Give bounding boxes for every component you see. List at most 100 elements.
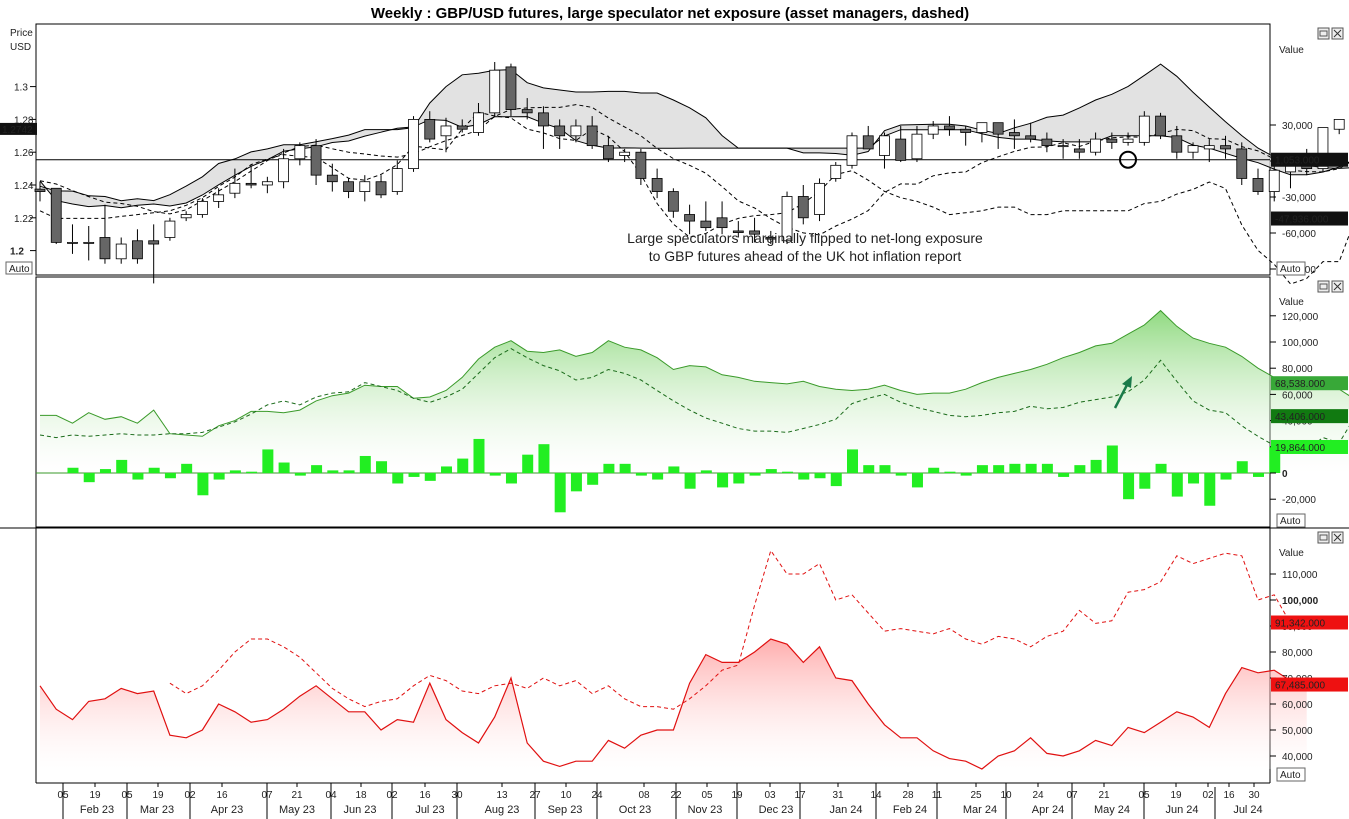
current-price-label: 1.2742 [2,125,33,136]
weekly-change-bar [505,473,517,484]
candle [148,224,160,284]
weekly-change-bar [197,473,209,496]
candle-body [67,241,78,244]
long-panel: 120,000100,00080,00060,00040,00020,0000-… [36,309,1349,513]
restore-icon[interactable] [1317,27,1330,40]
candle [911,125,923,163]
candle [278,148,290,189]
auto-button-short[interactable]: Auto [1276,767,1306,782]
weekly-change-bar [911,473,923,488]
x-month-label: Aug 23 [485,804,520,816]
auto-label: Auto [1280,264,1301,275]
candle-body [554,125,566,137]
x-day-label: 16 [216,790,228,801]
candle-body [1203,145,1215,150]
close-icon[interactable] [1331,280,1344,293]
candle-body [732,230,744,233]
candle-body [34,188,46,192]
long-value-label: Value [1279,297,1304,308]
weekly-change-bar [635,473,647,476]
candle [976,122,988,143]
candle-body [473,112,484,133]
x-month-label: May 23 [279,804,315,816]
candle [1187,142,1199,159]
close-icon[interactable] [1331,27,1344,40]
x-day-label: 03 [764,790,776,801]
weekly-change-bar [619,463,631,473]
weekly-change-bar [1236,461,1248,473]
candle [862,125,874,150]
weekly-change-bar [944,471,956,473]
candle-body [1171,135,1183,153]
restore-icon[interactable] [1317,280,1330,293]
candle [814,178,825,222]
longs-line [40,309,1349,437]
candle [424,111,436,143]
x-day-label: 16 [419,790,431,801]
x-day-label: 31 [832,790,844,801]
cloud-upper-line [39,63,1349,202]
restore-icon[interactable] [1317,531,1330,544]
x-month-label: Mar 23 [140,804,174,816]
candle [1138,111,1150,146]
candle [603,135,614,163]
candle-body [83,241,95,244]
candle [619,148,631,163]
candle-body [619,151,631,156]
candle [67,224,78,254]
weekly-change-bar [1041,463,1053,473]
candle [440,117,452,153]
short-value-label: Value [1279,548,1304,559]
auto-button-long[interactable]: Auto [1276,513,1306,528]
weekly-change-bar [457,458,469,473]
short-value-tag [1271,615,1348,630]
candle-body [911,133,923,160]
weekly-change-bar [116,459,128,473]
weekly-change-bar [473,438,485,473]
auto-button-price-right[interactable]: Auto [1276,261,1306,276]
candle [1220,135,1231,159]
candle-body [440,125,452,137]
candle [1090,132,1101,156]
weekly-change-bar [246,471,258,473]
weekly-change-bar [1009,463,1021,473]
shorts-line [39,638,1307,770]
weekly-change-bar [1106,445,1118,473]
short-value-tag-label: 91,342.000 [1275,619,1325,630]
candle-body [797,196,809,219]
net-value-tag [1271,152,1348,167]
candle [684,204,695,235]
candle [245,165,257,189]
long-tick-label: 60,000 [1282,390,1313,401]
candle [570,119,582,143]
weekly-change-bar [132,473,144,480]
weekly-change-bar [652,473,664,480]
candle [132,229,143,264]
close-icon[interactable] [1331,531,1344,544]
short-tick-label: 50,000 [1282,726,1313,737]
candle [797,185,809,225]
auto-label: Auto [9,264,30,275]
candle [1236,142,1248,185]
candle [1041,132,1053,153]
weekly-change-bar [1074,465,1086,473]
candle-body [765,237,777,240]
x-month-label: Feb 24 [893,804,927,816]
long-value-tag-label: 19,864.000 [1275,443,1325,454]
candle-body [1252,178,1264,192]
cloud-fill [40,64,1349,208]
candle-body [749,230,760,235]
candle [408,116,419,172]
weekly-change-bar [668,466,680,473]
candle-body [343,181,354,192]
weekly-change-bar [1171,473,1183,497]
candle-body [1041,138,1053,147]
auto-button-price-left[interactable]: Auto [5,261,33,275]
weekly-change-bar [376,461,388,473]
candle [229,168,241,199]
candle-body [1057,145,1069,148]
candle-body [148,240,160,245]
weekly-change-bar [408,473,420,477]
candle-body [229,182,241,194]
